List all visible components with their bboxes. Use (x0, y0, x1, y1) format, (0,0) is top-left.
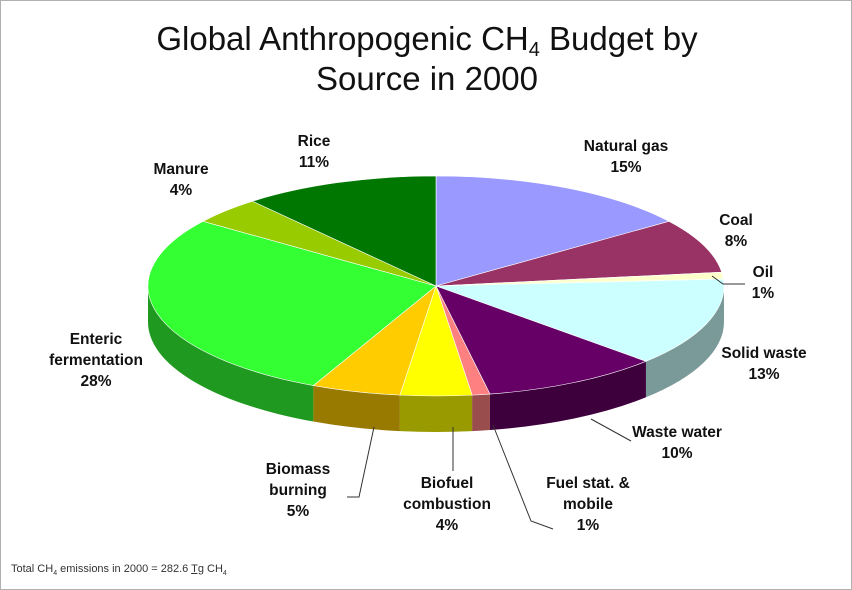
slice-percent-9: 4% (170, 182, 193, 199)
slice-percent-6: 4% (436, 517, 459, 534)
slice-percent-4: 10% (661, 445, 692, 462)
slice-label-3: Solid waste (721, 345, 807, 362)
leader-line-4 (590, 418, 632, 442)
slice-label-0: Natural gas (584, 138, 668, 155)
slice-label-7: burning (269, 482, 327, 499)
slice-label-10: Rice (298, 133, 331, 150)
leader-line-2 (711, 275, 745, 285)
slice-percent-0: 15% (610, 159, 641, 176)
slice-label-1: Coal (719, 212, 753, 229)
slice-side-7 (313, 385, 400, 432)
slice-label-6: combustion (403, 496, 491, 513)
slice-label-5: Fuel stat. & (546, 475, 630, 492)
pie-slices (147, 175, 725, 397)
slice-labels: Natural gas 15% Coal 8% Oil 1% Solid waste 13% W… (49, 133, 807, 534)
slice-label-2: Oil (753, 264, 774, 281)
slice-percent-5: 1% (577, 517, 600, 534)
slice-label-6: Biofuel (421, 475, 474, 492)
leader-lines (347, 275, 745, 530)
slice-side-5 (472, 394, 490, 432)
slice-label-8: fermentation (49, 352, 143, 369)
pie-sides (147, 286, 724, 432)
slice-4 (435, 285, 647, 395)
slice-side-8 (147, 286, 314, 422)
slice-0 (435, 175, 670, 287)
slice-label-7: Biomass (266, 461, 331, 478)
slice-percent-8: 28% (80, 373, 111, 390)
leader-line-5 (492, 424, 554, 530)
chart-title-line-1: Global Anthropogenic CH4 Budget by (156, 20, 698, 61)
slice-percent-2: 1% (752, 285, 775, 302)
slice-8 (147, 221, 437, 386)
slice-side-4 (489, 361, 646, 431)
slice-label-9: Manure (153, 161, 209, 178)
footnote: Total CH4 emissions in 2000 = 282.6 Tg C… (11, 563, 227, 578)
slice-percent-1: 8% (725, 233, 748, 250)
slice-percent-7: 5% (287, 503, 310, 520)
chart-title-line-2: Source in 2000 (316, 60, 538, 97)
slice-label-5: mobile (563, 496, 613, 513)
slice-label-8: Enteric (70, 331, 123, 348)
slice-percent-3: 13% (748, 366, 779, 383)
slice-10 (251, 175, 437, 287)
slice-label-4: Waste water (632, 424, 722, 441)
slice-1 (435, 221, 723, 287)
slice-side-6 (399, 395, 473, 432)
slice-3 (435, 278, 725, 362)
slice-percent-10: 11% (299, 154, 329, 171)
leader-line-7 (347, 426, 375, 498)
